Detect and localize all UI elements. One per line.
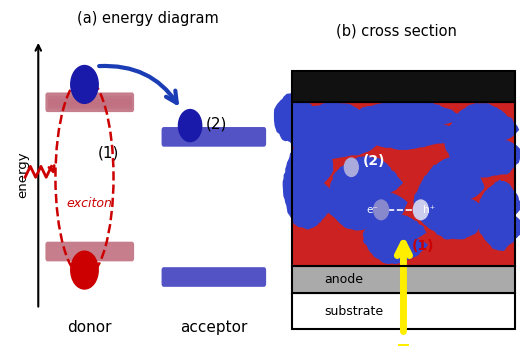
FancyBboxPatch shape	[162, 127, 266, 147]
Text: e⁻: e⁻	[367, 205, 379, 215]
Text: substrate: substrate	[324, 305, 383, 318]
Text: (2): (2)	[205, 116, 227, 131]
FancyBboxPatch shape	[45, 92, 134, 112]
Circle shape	[178, 110, 202, 142]
Text: (2): (2)	[363, 154, 385, 168]
Text: cathode: cathode	[324, 80, 375, 93]
Text: h⁺: h⁺	[423, 205, 436, 215]
Text: anode: anode	[324, 273, 363, 286]
Bar	[48, 104, 132, 107]
Polygon shape	[364, 215, 427, 264]
Bar	[292, 102, 515, 265]
Polygon shape	[445, 104, 520, 177]
Bar	[398, 351, 409, 355]
Text: (b) cross section: (b) cross section	[336, 23, 456, 38]
Bar	[48, 96, 132, 99]
Text: (1): (1)	[98, 145, 119, 161]
Polygon shape	[284, 141, 333, 229]
Text: exciton: exciton	[67, 197, 112, 210]
Circle shape	[344, 158, 359, 177]
FancyBboxPatch shape	[45, 242, 134, 261]
Polygon shape	[326, 156, 407, 230]
Bar	[292, 102, 515, 265]
Circle shape	[71, 66, 98, 103]
Bar	[292, 265, 515, 293]
Bar	[398, 344, 409, 348]
Text: energy: energy	[16, 151, 29, 198]
Circle shape	[413, 200, 428, 219]
Polygon shape	[477, 181, 523, 250]
Bar	[292, 71, 515, 102]
FancyBboxPatch shape	[162, 267, 266, 287]
Bar	[292, 293, 515, 329]
Text: (1): (1)	[412, 239, 435, 253]
Text: (a) energy diagram: (a) energy diagram	[77, 11, 219, 26]
Polygon shape	[352, 100, 463, 149]
Text: acceptor: acceptor	[180, 320, 248, 335]
Bar	[48, 107, 132, 109]
Polygon shape	[414, 158, 485, 239]
Text: donor: donor	[68, 320, 112, 335]
Polygon shape	[275, 94, 314, 141]
Bar	[48, 102, 132, 104]
Circle shape	[71, 251, 98, 289]
Polygon shape	[289, 102, 380, 159]
Bar	[48, 99, 132, 102]
Circle shape	[374, 200, 389, 219]
